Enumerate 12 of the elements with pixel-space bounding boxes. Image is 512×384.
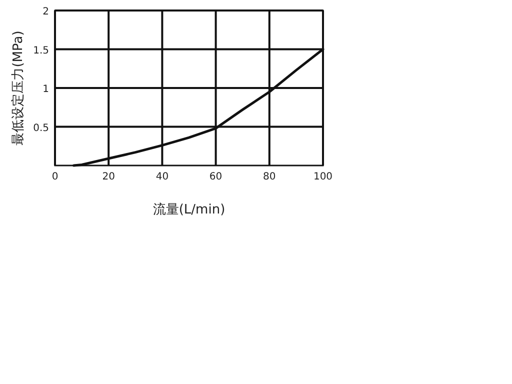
x-axis-title: 流量(L/min) [152,202,226,218]
x-tick-label: 100 [313,172,333,182]
y-axis-title: 最低设定压力(MPa) [11,30,26,146]
x-tick-label: 80 [263,172,276,182]
y-tick-label: 1 [42,84,49,95]
y-tick-label: 2 [42,6,49,18]
x-tick-label: 0 [52,172,58,182]
x-tick-label: 40 [156,172,169,182]
x-tick-label: 20 [102,172,115,182]
x-tick-label: 60 [209,172,222,182]
y-tick-label: 0.5 [33,122,49,134]
y-tick-label: 1.5 [33,45,49,56]
